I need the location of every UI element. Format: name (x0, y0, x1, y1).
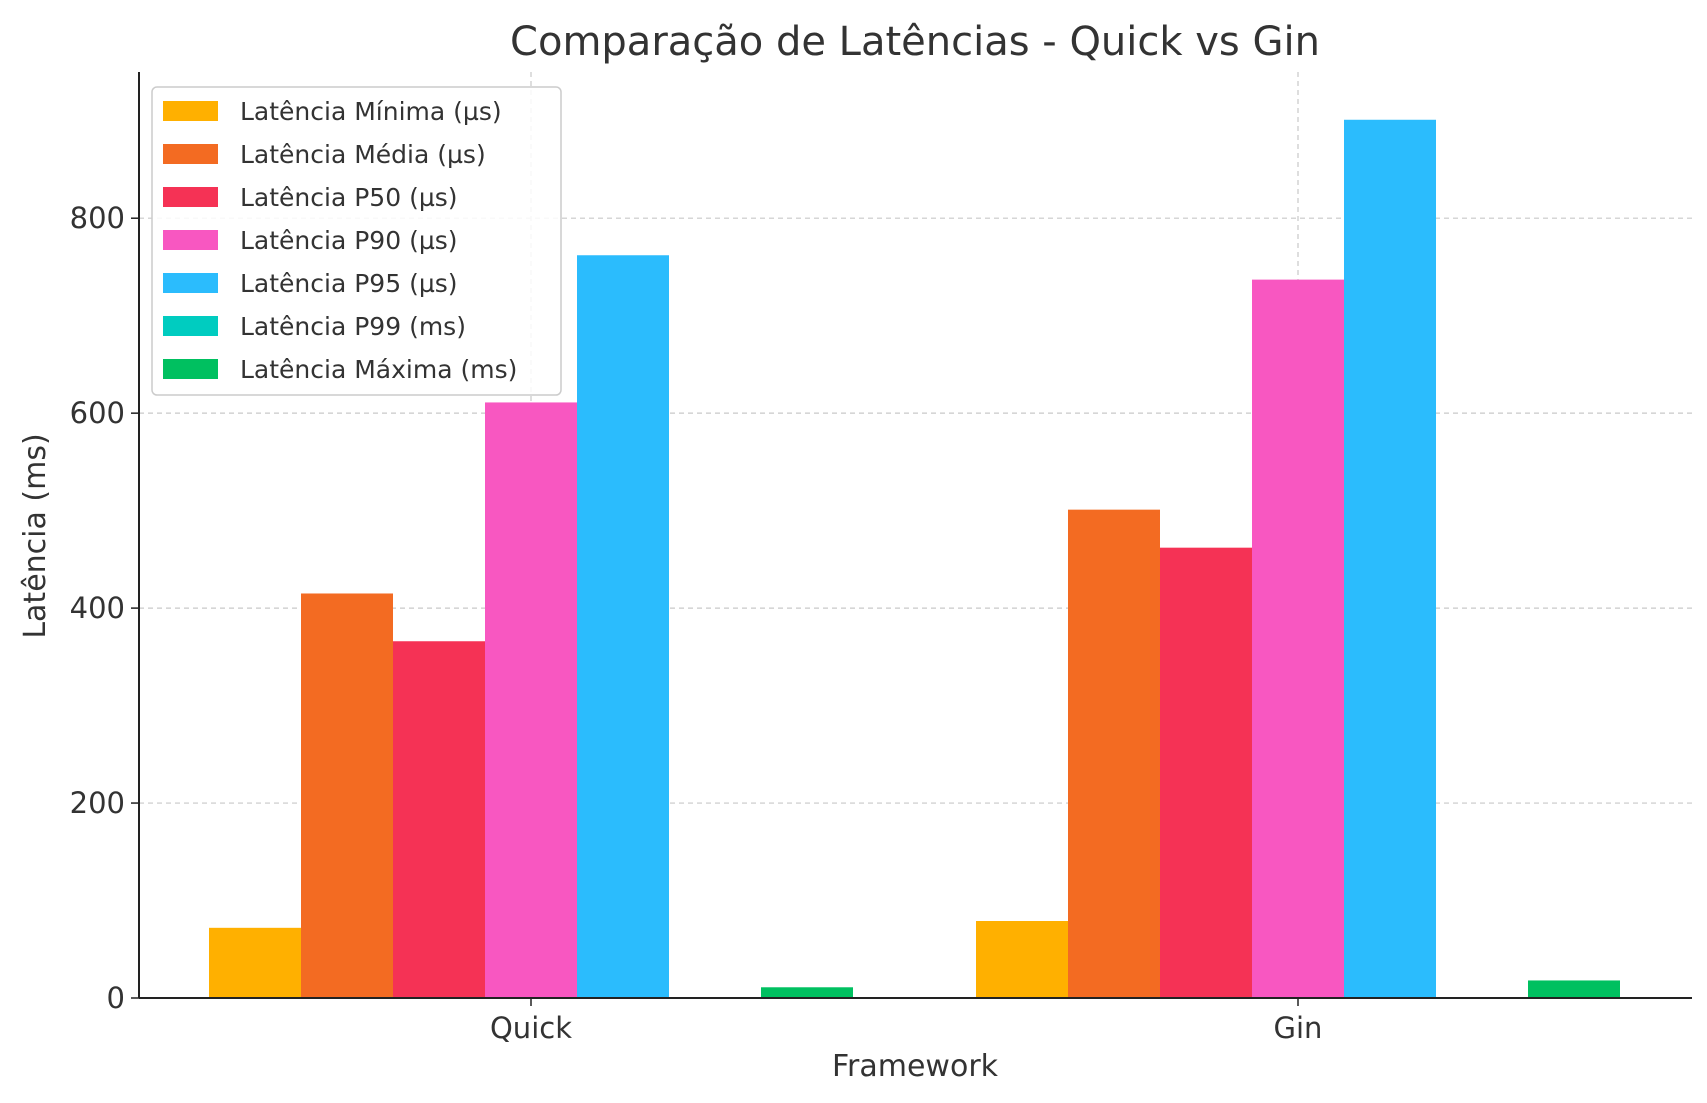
bars (209, 119, 1620, 999)
bar (209, 927, 301, 998)
legend-label: Latência P90 (µs) (240, 226, 458, 255)
bar (761, 987, 853, 998)
legend-label: Latência P95 (µs) (240, 269, 458, 298)
legend-label: Latência Máxima (ms) (240, 355, 517, 384)
y-tick-label: 400 (70, 591, 125, 625)
legend-swatch (163, 273, 218, 293)
ticks: 0 200 400 600 800 Quick Gin (70, 201, 1323, 1045)
y-tick-label: 600 (70, 396, 125, 430)
legend-label: Latência P99 (ms) (240, 312, 466, 341)
x-tick-label: Quick (490, 1011, 572, 1045)
legend-swatch (163, 187, 218, 207)
bar (976, 920, 1068, 998)
y-tick-label: 0 (107, 981, 125, 1015)
x-axis-label: Framework (832, 1049, 999, 1084)
y-tick-label: 200 (70, 786, 125, 820)
legend-label: Latência Mínima (µs) (240, 97, 502, 126)
legend-box (151, 86, 562, 396)
y-tick-label: 800 (70, 201, 125, 235)
legend-swatch (163, 316, 218, 336)
bar (1252, 279, 1344, 998)
legend-label: Latência P50 (µs) (240, 183, 458, 212)
bar (393, 641, 485, 998)
axes (138, 72, 1692, 999)
legend-label: Latência Média (µs) (240, 140, 486, 169)
bar (1528, 980, 1620, 998)
y-axis-label: Latência (ms) (18, 433, 53, 638)
bar (301, 593, 393, 998)
legend: Latência Mínima (µs) Latência Média (µs) L… (151, 86, 562, 396)
chart-title: Comparação de Latências - Quick vs Gin (510, 19, 1320, 65)
bar (1160, 547, 1252, 998)
x-tick-label: Gin (1274, 1011, 1323, 1045)
bar (1344, 119, 1436, 999)
legend-swatch (163, 144, 218, 164)
legend-swatch (163, 101, 218, 121)
bar (577, 255, 669, 999)
bar (485, 402, 577, 998)
legend-swatch (163, 359, 218, 379)
legend-swatch (163, 230, 218, 250)
bar (1068, 509, 1160, 998)
